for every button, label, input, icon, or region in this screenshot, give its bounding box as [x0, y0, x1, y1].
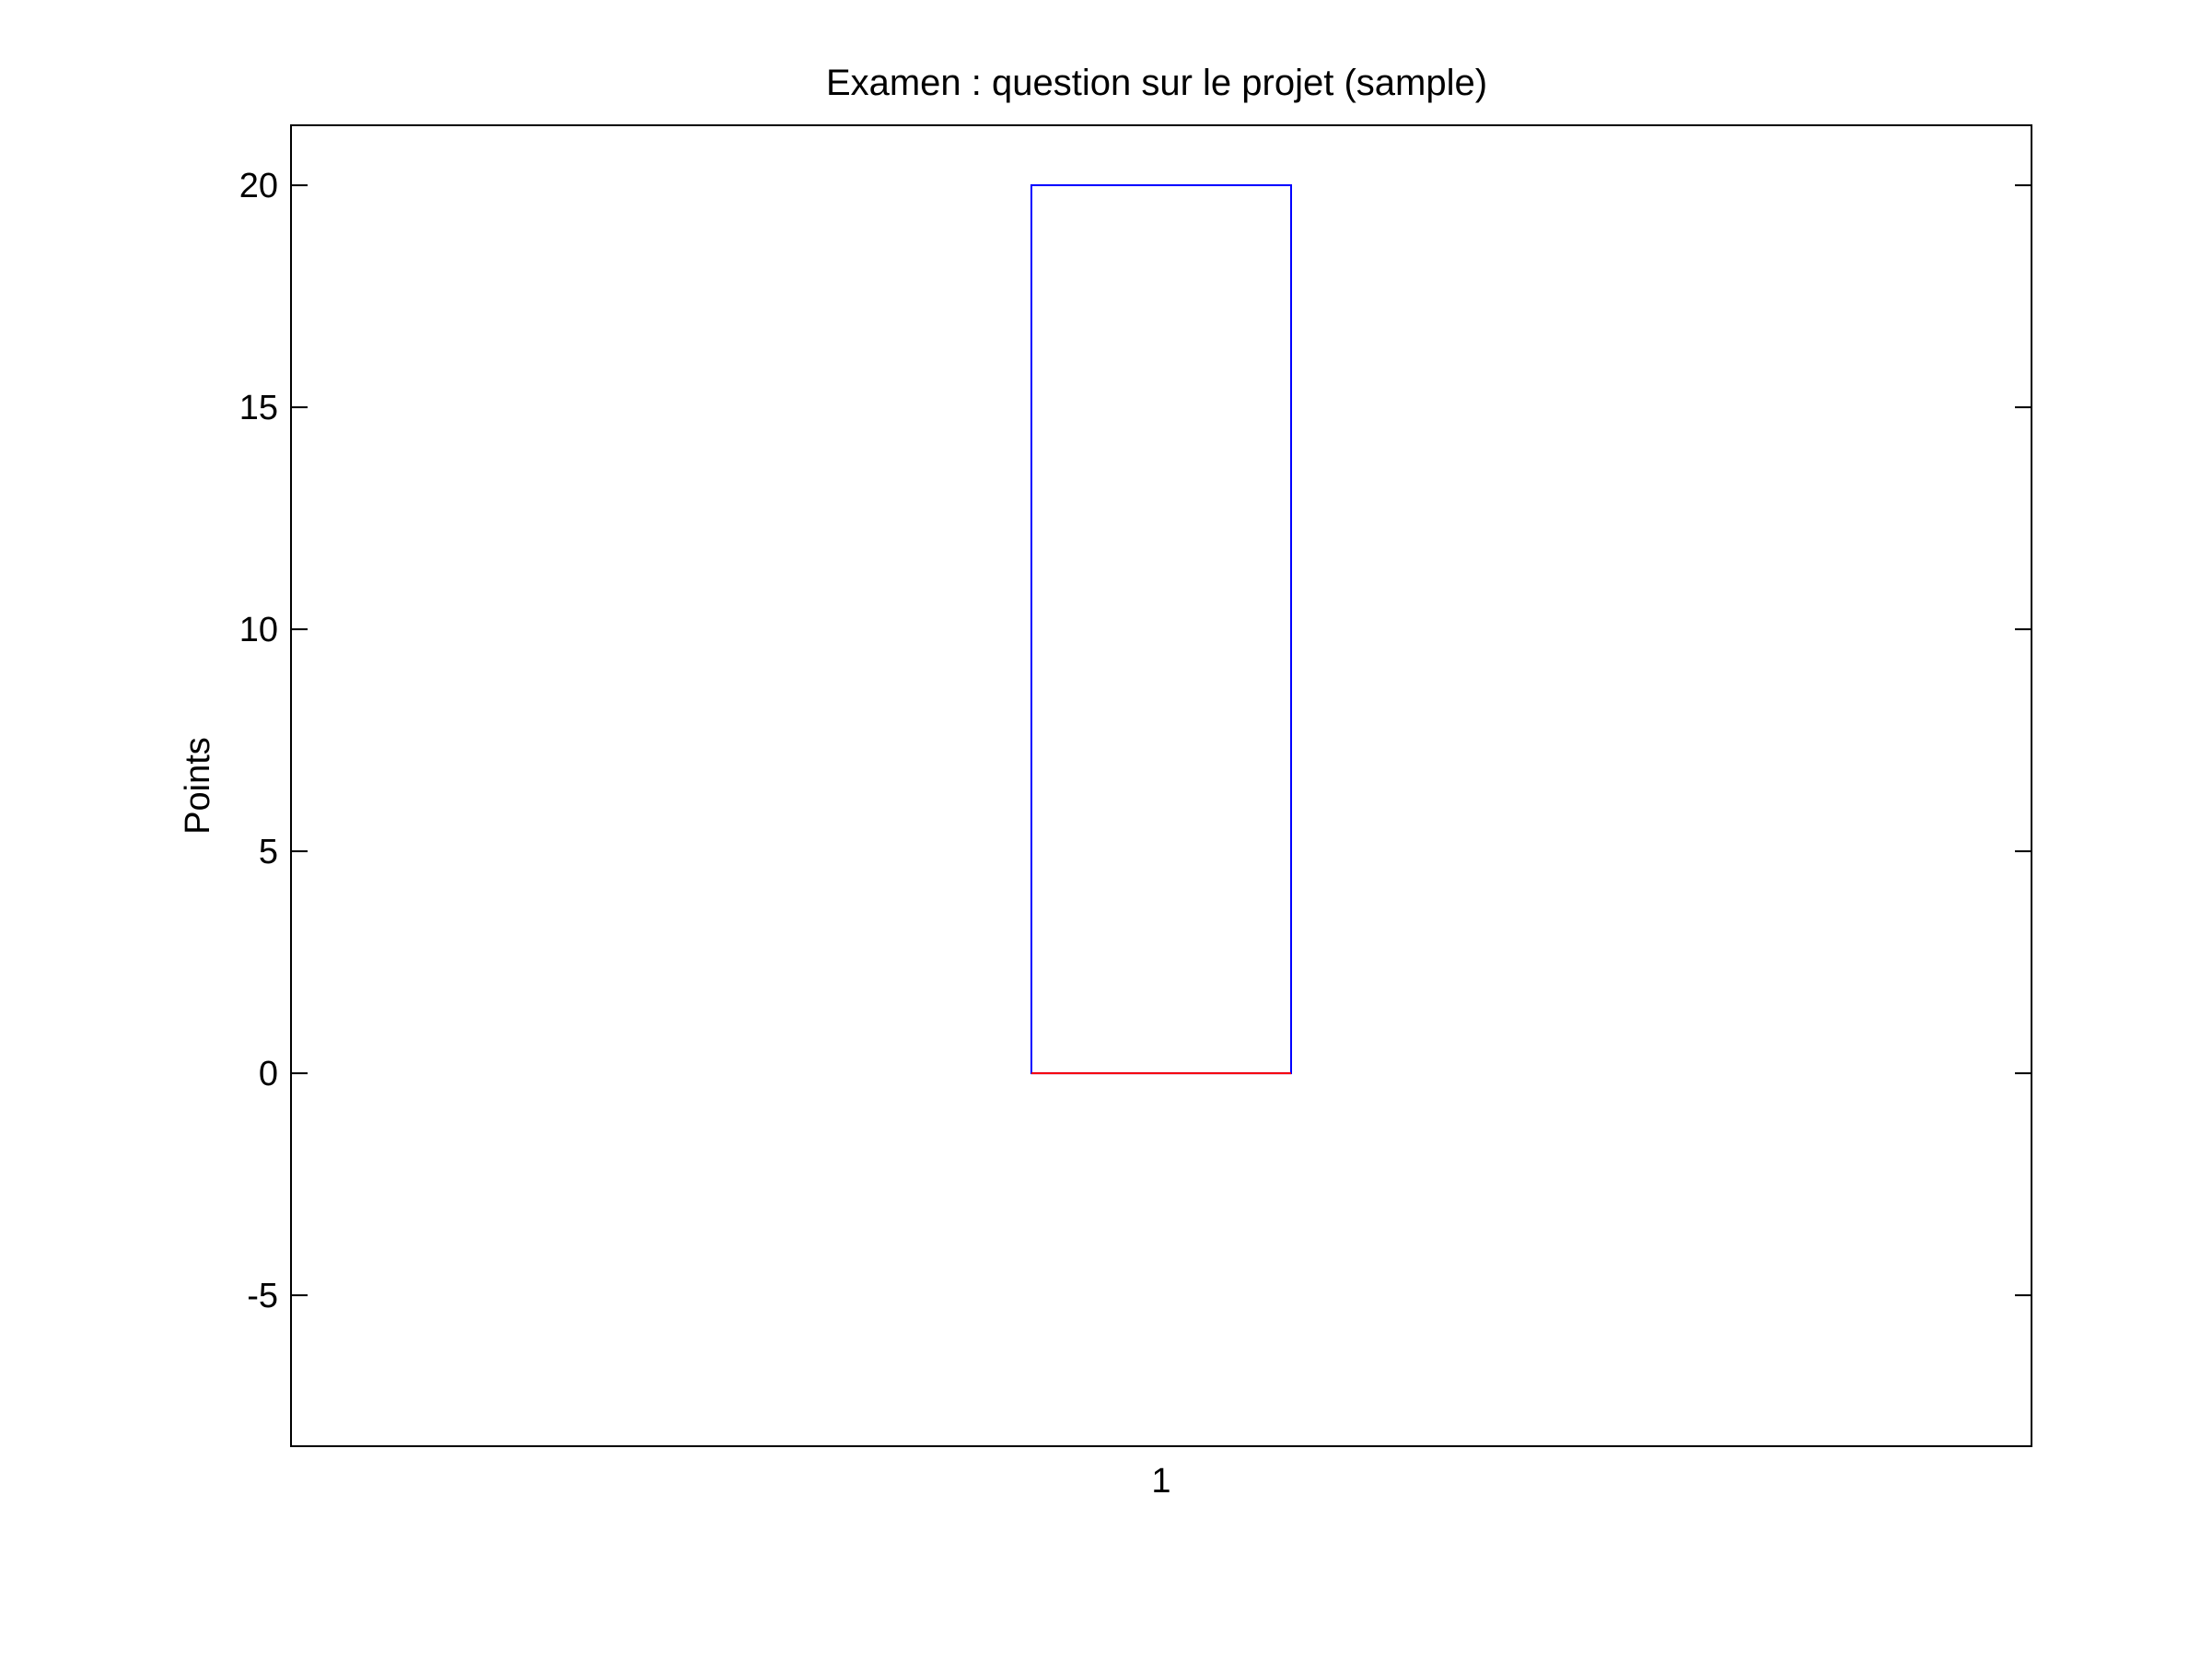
plot-area: -5 0 5 10 15 20 1: [239, 124, 2032, 1501]
y-tick-label: 20: [239, 167, 278, 205]
y-tick-label: -5: [247, 1277, 278, 1315]
x-tick-label: 1: [1151, 1462, 1170, 1501]
y-tick-label: 10: [239, 611, 278, 649]
y-tick-label: 5: [259, 833, 278, 871]
y-tick-label: 15: [239, 389, 278, 427]
chart-title: Examen : question sur le projet (sample): [826, 63, 1487, 103]
axes-frame: [290, 124, 2032, 1447]
y-axis-label: Points: [179, 737, 217, 835]
y-tick-label: 0: [259, 1055, 278, 1093]
